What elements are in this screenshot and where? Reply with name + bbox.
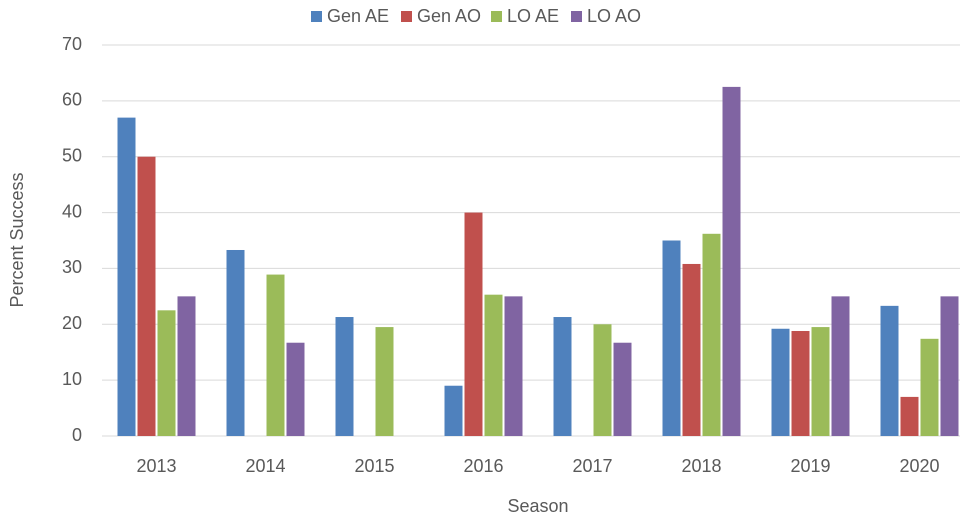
bar [157, 310, 176, 436]
y-tick-label: 30 [62, 257, 82, 277]
y-tick-label: 50 [62, 145, 82, 165]
y-tick-label: 0 [72, 425, 82, 445]
bar [662, 240, 681, 436]
bar [791, 330, 810, 436]
bar [177, 296, 196, 436]
bar [375, 327, 394, 436]
bar [137, 156, 156, 436]
x-tick-label: 2018 [681, 456, 721, 476]
x-tick-label: 2016 [463, 456, 503, 476]
y-axis-label: Percent Success [7, 172, 27, 307]
legend-label: LO AE [507, 6, 559, 26]
bar [553, 317, 572, 436]
legend-swatch [401, 11, 412, 22]
bar [722, 86, 741, 437]
legend-swatch [491, 11, 502, 22]
y-tick-label: 20 [62, 313, 82, 333]
legend-label: Gen AO [417, 6, 481, 26]
x-tick-label: 2019 [790, 456, 830, 476]
bar [464, 212, 483, 436]
bar [831, 296, 850, 436]
y-tick-label: 10 [62, 369, 82, 389]
bar [702, 233, 721, 436]
bar [266, 274, 285, 436]
bar [900, 396, 919, 436]
bar [613, 342, 632, 436]
legend-label: Gen AE [327, 6, 389, 26]
bar [811, 327, 830, 436]
bar [504, 296, 523, 436]
bar [335, 317, 354, 436]
bar [117, 117, 136, 436]
x-tick-label: 2017 [572, 456, 612, 476]
x-tick-label: 2015 [354, 456, 394, 476]
bar [920, 338, 939, 436]
bar [682, 263, 701, 436]
x-tick-label: 2013 [136, 456, 176, 476]
legend-label: LO AO [587, 6, 641, 26]
y-tick-label: 70 [62, 34, 82, 54]
y-tick-label: 60 [62, 90, 82, 110]
bar [226, 249, 245, 436]
bar [593, 324, 612, 436]
legend-swatch [571, 11, 582, 22]
legend-swatch [311, 11, 322, 22]
bar [286, 342, 305, 436]
x-tick-label: 2020 [899, 456, 939, 476]
bar [771, 328, 790, 436]
bar [940, 296, 959, 436]
x-tick-label: 2014 [245, 456, 285, 476]
y-tick-label: 40 [62, 201, 82, 221]
x-axis-label: Season [507, 496, 568, 516]
bar [484, 294, 503, 436]
bar [444, 385, 463, 436]
bar [880, 305, 899, 436]
